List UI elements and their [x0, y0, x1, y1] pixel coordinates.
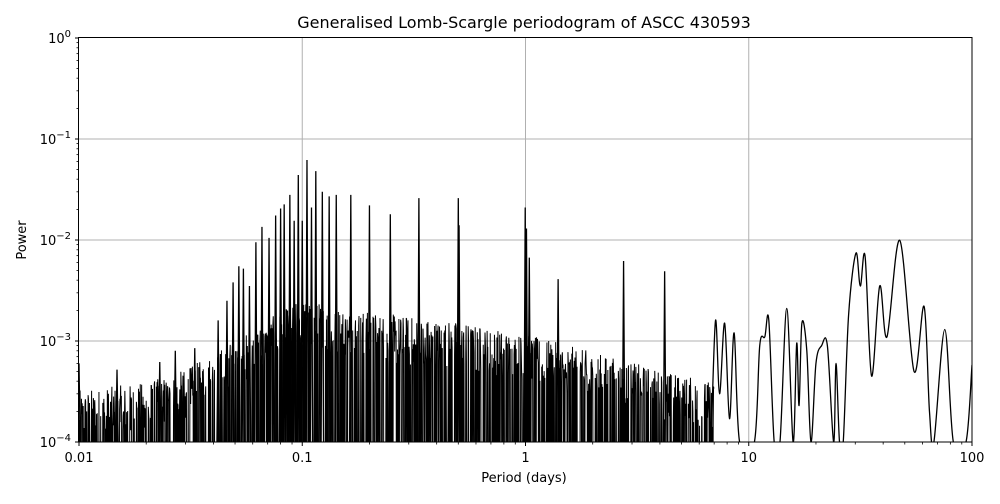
x-tick-label: 100	[960, 451, 985, 466]
y-tick-label: 100	[48, 29, 71, 47]
y-tick-label: 10−1	[40, 130, 71, 148]
plot-area	[79, 159, 972, 442]
y-tick-label: 10−2	[40, 231, 71, 249]
y-axis-label: Power	[15, 220, 30, 260]
x-tick-label: 0.1	[292, 451, 313, 466]
x-tick-label: 10	[740, 451, 757, 466]
y-tick-label: 10−4	[40, 433, 71, 451]
chart-title: Generalised Lomb-Scargle periodogram of …	[297, 13, 751, 32]
x-tick-label: 1	[521, 451, 529, 466]
periodogram-peaks-trace	[79, 159, 667, 442]
periodogram-long-period-trace	[710, 239, 972, 442]
x-axis-label: Period (days)	[481, 471, 567, 486]
y-axis-ticks: 10−4 10−3 10−2 10−1 100	[40, 29, 79, 451]
x-tick-label: 0.01	[65, 451, 94, 466]
y-tick-label: 10−3	[40, 332, 71, 350]
x-axis-ticks: 0.01 0.1 1 10 100	[65, 442, 985, 466]
